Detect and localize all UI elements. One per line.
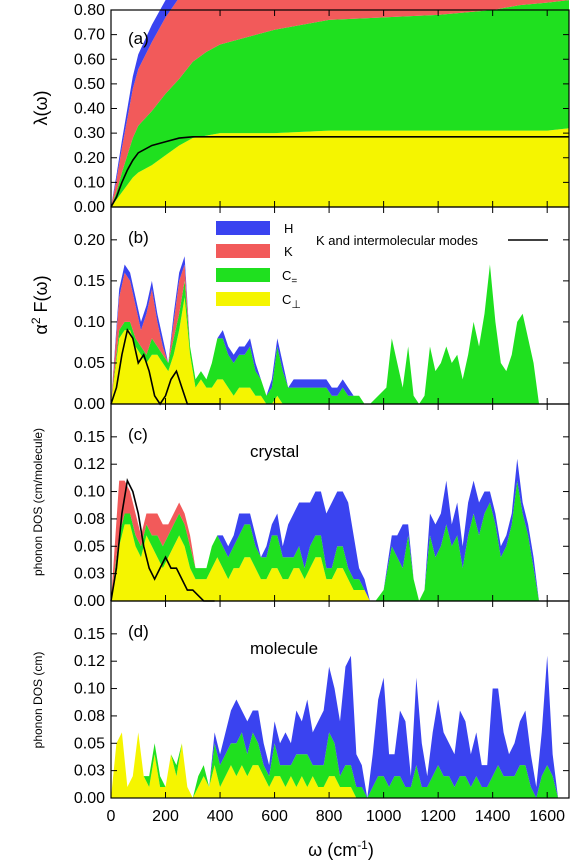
x-tick-label: 600	[261, 808, 288, 825]
panel-a-ytick-label: 0.40	[74, 101, 105, 118]
panel-b-ylabel-sup: 2	[29, 317, 43, 324]
panel-a-ytick-label: 0.60	[74, 51, 105, 68]
panel-a-ylabel: λ(ω)	[31, 90, 51, 125]
panel-b-ylabel-alpha: α	[31, 324, 51, 334]
panel-a-ytick-label: 0.20	[74, 150, 105, 167]
legend-swatch-h	[216, 221, 270, 235]
panel-c-area-c-perp	[111, 524, 540, 601]
panel-d-area-c-perp	[111, 732, 564, 798]
x-tick-label: 1200	[420, 808, 456, 825]
x-axis-title-sup: -1	[357, 838, 368, 852]
panel-d-ytick-label: 0.12	[74, 653, 105, 670]
panel-d-tag: (d)	[128, 622, 149, 641]
x-tick-label: 800	[316, 808, 343, 825]
legend: H K C= C⊥ K and intermolecular modes	[216, 221, 548, 311]
panel-d-ytick-label: 0.00	[74, 790, 105, 807]
panel-d-ytick-label: 0.03	[74, 763, 105, 780]
panel-b-ytick-label: 0.05	[74, 355, 105, 372]
panel-c-ytick-label: 0.08	[74, 511, 105, 528]
panel-c-ytick-label: 0.10	[74, 484, 105, 501]
panel-d-ytick-label: 0.15	[74, 626, 105, 643]
panel-d-area-h	[111, 655, 564, 798]
panel-b-ylabel-rest: F(ω)	[31, 275, 51, 317]
panel-c-ytick-label: 0.12	[74, 456, 105, 473]
panel-a-ytick-label: 0.30	[74, 125, 105, 142]
legend-c-par-sub: =	[291, 276, 297, 287]
legend-c-perp-sub: ⊥	[291, 299, 301, 311]
x-tick-label: 1000	[366, 808, 402, 825]
panel-b-ytick-label: 0.15	[74, 273, 105, 290]
legend-label-k: K	[284, 244, 293, 259]
panel-c-intermolecular-line	[110, 478, 215, 602]
panel-d-frame	[110, 600, 570, 799]
panel-c-ytick-label: 0.05	[74, 538, 105, 555]
panel-a-ytick-label: 0.10	[74, 174, 105, 191]
legend-c-par-base: C	[282, 268, 291, 283]
panel-c-ytick-label: 0.15	[74, 429, 105, 446]
panel-d: 0.00 0.03 0.05 0.08 0.10 0.12 0.15 0 200 400 600 80…	[74, 600, 570, 825]
panel-a-ytick-label: 0.00	[74, 199, 105, 216]
x-tick-label: 1400	[475, 808, 511, 825]
legend-swatch-c-perp	[216, 292, 270, 306]
panel-a-ytick-label: 0.50	[74, 76, 105, 93]
panel-b-tag: (b)	[128, 228, 149, 247]
panel-d-ytick-label: 0.08	[74, 708, 105, 725]
panel-b-ylabel: α2 F(ω)	[29, 275, 51, 334]
x-tick-label: 200	[152, 808, 179, 825]
panel-d-ytick-label: 0.05	[74, 735, 105, 752]
legend-swatch-c-par	[216, 268, 270, 282]
panel-d-ytick-label: 0.10	[74, 681, 105, 698]
panel-a-ytick-label: 0.70	[74, 27, 105, 44]
x-axis-title: ω (cm-1)	[308, 838, 374, 860]
x-axis-title-end: )	[368, 840, 374, 860]
x-axis-title-main: ω (cm	[308, 840, 357, 860]
legend-label-c-par: C=	[282, 268, 297, 287]
x-tick-label: 400	[207, 808, 234, 825]
panel-a-area-c-perp	[111, 128, 569, 207]
molecule-annotation: molecule	[250, 639, 318, 658]
panel-c-ylabel: phonon DOS (cm/molecule)	[31, 428, 45, 576]
panel-c-ytick-label: 0.03	[74, 566, 105, 583]
legend-label-line: K and intermolecular modes	[316, 233, 478, 248]
panel-a-ytick-label: 0.80	[74, 2, 105, 19]
panel-b-ytick-label: 0.20	[74, 232, 105, 249]
crystal-annotation: crystal	[250, 442, 299, 461]
panel-d-ylabel: phonon DOS (cm)	[31, 652, 45, 749]
panel-b-area-c-par	[111, 264, 540, 404]
panel-a-area-h	[111, 0, 178, 207]
legend-label-c-perp: C⊥	[282, 292, 301, 311]
x-tick-label: 1600	[529, 808, 565, 825]
panel-d-area-c-par	[111, 732, 564, 798]
panel-b-intermolecular-line	[110, 328, 221, 406]
panel-a-area-c-par	[111, 0, 569, 208]
panel-b-ytick-label: 0.00	[74, 396, 105, 413]
legend-label-h: H	[284, 221, 293, 236]
x-tick-label: 0	[107, 808, 116, 825]
panel-c: 0.00 0.03 0.05 0.08 0.10 0.12 0.15	[74, 403, 570, 610]
panel-a-tag: (a)	[128, 29, 149, 48]
panel-a-intermolecular-line	[110, 136, 569, 208]
panel-b-ytick-label: 0.10	[74, 314, 105, 331]
legend-c-perp-base: C	[282, 292, 291, 307]
panel-c-ytick-label: 0.00	[74, 593, 105, 610]
panel-c-tag: (c)	[128, 425, 148, 444]
panel-c-area-h	[111, 458, 540, 601]
legend-swatch-k	[216, 244, 270, 258]
panel-c-area-c-par	[111, 480, 540, 601]
